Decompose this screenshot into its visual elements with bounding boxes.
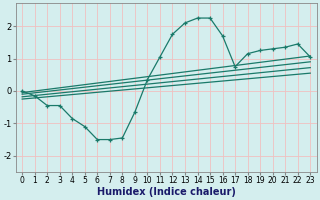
X-axis label: Humidex (Indice chaleur): Humidex (Indice chaleur) <box>97 187 236 197</box>
